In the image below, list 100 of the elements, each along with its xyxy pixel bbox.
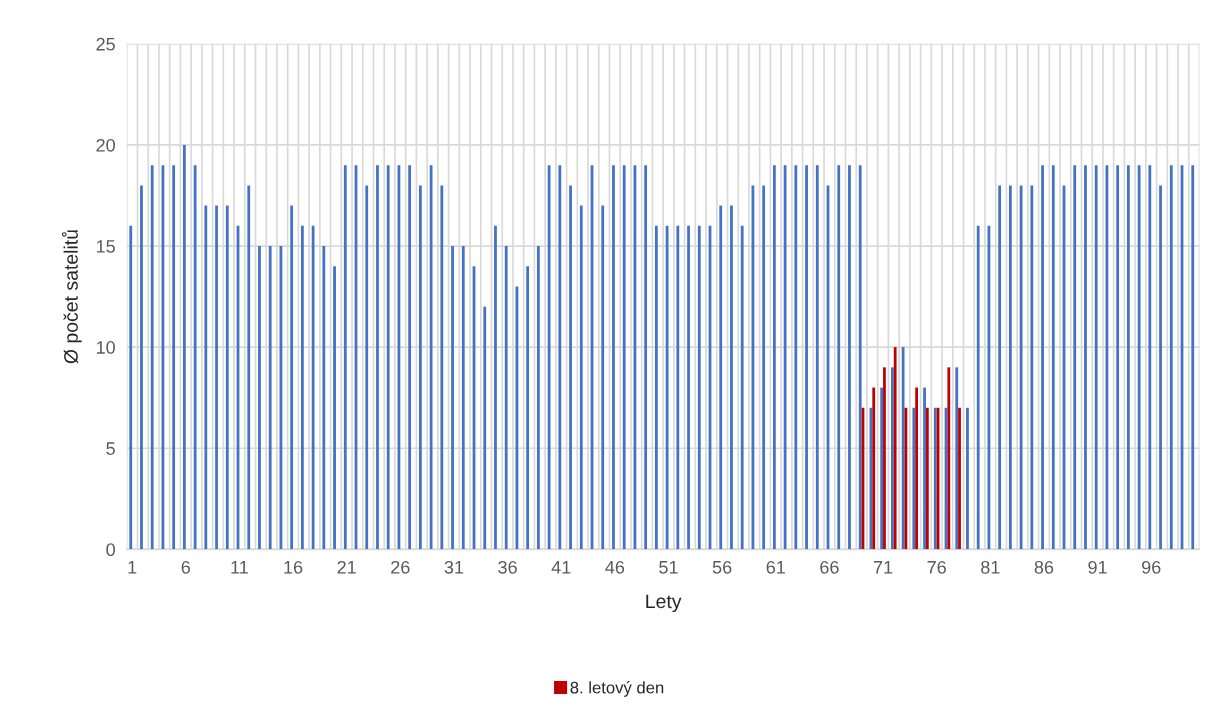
bar — [526, 266, 530, 550]
bar — [1073, 165, 1077, 550]
bar — [912, 407, 916, 550]
bar — [893, 347, 897, 550]
x-axis-title: Lety — [646, 594, 682, 613]
bar — [215, 205, 218, 550]
bar — [883, 367, 886, 550]
bar — [333, 266, 336, 550]
bar — [644, 165, 648, 550]
x-tick-label: 96 — [1142, 560, 1161, 574]
bar — [193, 165, 197, 550]
bar — [569, 185, 572, 550]
bar — [579, 205, 583, 550]
bar — [451, 246, 454, 550]
bar — [1159, 185, 1162, 550]
bar — [815, 165, 819, 550]
x-tick-label: 21 — [337, 560, 356, 574]
bar — [504, 246, 508, 550]
bar — [129, 225, 133, 550]
bar — [872, 387, 876, 550]
bar — [558, 165, 562, 550]
bar — [858, 165, 862, 550]
bar — [958, 407, 961, 550]
bar — [1094, 165, 1098, 550]
bar — [976, 225, 980, 550]
bar — [322, 246, 326, 550]
bar — [730, 205, 733, 550]
bar — [1148, 165, 1152, 550]
bar — [418, 185, 422, 550]
legend-label: 8. letový den — [570, 681, 664, 697]
bar — [547, 165, 551, 550]
bar — [225, 205, 229, 550]
bar — [494, 225, 497, 550]
bar — [772, 165, 776, 550]
bar — [1008, 185, 1012, 550]
bar — [268, 246, 272, 550]
bar — [687, 225, 690, 550]
x-tick-label: 71 — [873, 561, 893, 574]
bar — [1191, 165, 1195, 550]
x-tick-label: 6 — [181, 560, 190, 574]
x-tick-label: 86 — [1034, 560, 1054, 574]
bar — [955, 367, 959, 550]
x-tick-label: 16 — [284, 560, 303, 574]
bar — [150, 165, 154, 550]
x-tick-label: 91 — [1088, 560, 1107, 574]
x-tick-label: 56 — [712, 560, 732, 574]
bar — [848, 165, 851, 550]
bar — [182, 144, 186, 550]
bar — [915, 387, 919, 550]
y-tick-label: 15 — [96, 240, 115, 253]
bar — [837, 165, 841, 550]
y-tick-label: 0 — [106, 543, 115, 557]
bar — [612, 165, 615, 550]
bar — [204, 205, 208, 550]
bar — [258, 246, 261, 550]
bar — [904, 407, 908, 550]
bar — [311, 225, 315, 550]
bar — [890, 367, 894, 550]
bar — [762, 185, 766, 550]
bar — [247, 185, 251, 550]
x-tick-label: 31 — [444, 560, 464, 574]
bar — [947, 367, 951, 550]
bar — [697, 225, 701, 550]
x-tick-label: 46 — [605, 560, 625, 574]
y-tick-label: 25 — [96, 37, 115, 51]
bar — [805, 165, 808, 550]
bar — [740, 225, 744, 550]
y-axis-title: Ø počet satelitů — [61, 230, 82, 364]
y-tick-label: 20 — [96, 138, 115, 152]
x-tick-label: 61 — [766, 560, 785, 574]
bar — [1169, 165, 1173, 550]
bar — [601, 205, 605, 550]
bar — [654, 225, 658, 550]
bar — [1051, 165, 1055, 550]
x-tick-label: 1 — [128, 561, 137, 574]
bar — [440, 185, 444, 550]
bar — [386, 165, 390, 550]
bar — [300, 225, 304, 550]
bar — [794, 165, 798, 550]
bar — [925, 407, 929, 550]
x-tick-label: 76 — [927, 560, 946, 574]
bar — [536, 246, 540, 550]
bar — [923, 387, 926, 550]
bar — [172, 165, 176, 550]
bar — [1030, 185, 1034, 550]
bar — [1084, 165, 1087, 550]
bar — [461, 246, 465, 550]
bar — [622, 165, 626, 550]
bar — [676, 225, 680, 550]
bar — [880, 387, 884, 550]
bar — [998, 185, 1002, 550]
bar — [1041, 165, 1044, 550]
x-tick-label: 11 — [231, 561, 248, 574]
bar — [290, 205, 294, 550]
bar — [966, 407, 969, 550]
bar — [1126, 165, 1130, 550]
bar — [376, 165, 379, 550]
bar — [408, 165, 412, 550]
bar — [1116, 165, 1120, 550]
x-tick-label: 51 — [659, 561, 678, 574]
